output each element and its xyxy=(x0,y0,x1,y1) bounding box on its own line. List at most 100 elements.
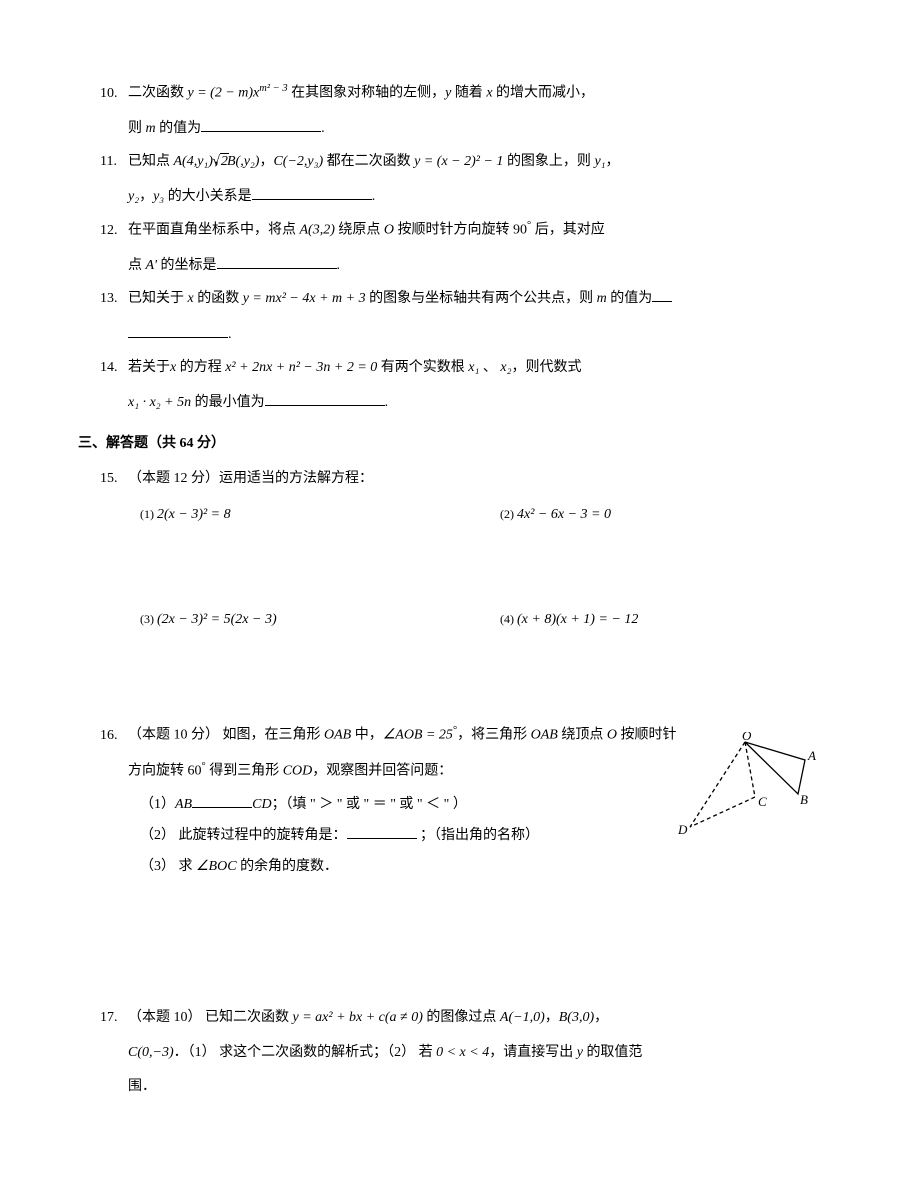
label-C: C xyxy=(758,794,767,809)
q16-p1-a: （1） xyxy=(140,797,175,812)
triangle-oab xyxy=(745,742,805,794)
q11-text-d: 的大小关系是 xyxy=(164,189,252,204)
q15-row2: (3) (2x − 3)² = 5(2x − 3) (4) (x + 8)(x … xyxy=(100,607,860,632)
q11-text-a: 已知点 xyxy=(128,154,174,169)
q13-text-a: 已知关于 xyxy=(128,291,188,306)
q13-m: m xyxy=(597,291,607,306)
q12-line2: 点 A' 的坐标是. xyxy=(100,253,860,278)
q12-number: 12. xyxy=(100,218,128,243)
q11-y1: y₁ xyxy=(594,154,605,169)
q17-line3-text: 围． xyxy=(128,1079,156,1094)
q15-text: （本题 12 分）运用适当的方法解方程： xyxy=(128,471,373,486)
page: 10.二次函数 y = (2 − m)xm² − 3 在其图象对称轴的左侧，y … xyxy=(0,0,920,1191)
gap xyxy=(100,885,860,965)
q15-eq2-label: (2) xyxy=(500,507,517,521)
line-od xyxy=(690,742,745,827)
q16-line2-a: 方向旋转 xyxy=(128,763,188,778)
q17-line2: C(0,−3)．（1） 求这个二次函数的解析式；（2） 若 0 < x < 4，… xyxy=(100,1040,860,1065)
q12-line2-a: 点 xyxy=(128,258,146,273)
q14-x2: x₂ xyxy=(500,360,511,375)
q12-text-b: 绕原点 xyxy=(335,223,384,238)
q16-60: 60 xyxy=(188,763,202,778)
q10-exponent: m² − 3 xyxy=(259,83,287,94)
q16-line2-b: 得到三角形 xyxy=(206,763,283,778)
q11-number: 11. xyxy=(100,149,128,174)
q16-number: 16. xyxy=(100,723,128,748)
question-14: 14.若关于x 的方程 x² + 2nx + n² − 3n + 2 = 0 有… xyxy=(100,355,860,380)
q10-text-a: 二次函数 xyxy=(128,86,188,101)
question-12: 12.在平面直角坐标系中，将点 A(3,2) 绕原点 O 按顺时针方向旋转 90… xyxy=(100,217,860,243)
question-17: 17.（本题 10） 已知二次函数 y = ax² + bx + c(a ≠ 0… xyxy=(100,1005,860,1030)
q16-COD: COD xyxy=(283,763,313,778)
q11-pA: A(4,y₁) xyxy=(174,154,213,169)
q13-text-d: 的值为 xyxy=(607,291,653,306)
q15-eq3-label: (3) xyxy=(140,612,157,626)
q16-AB: AB xyxy=(175,797,192,812)
q16-text-a: （本题 10 分） 如图，在三角形 xyxy=(128,728,324,743)
label-A: A xyxy=(807,748,816,763)
q13-number: 13. xyxy=(100,286,128,311)
q11-func: y = (x − 2)² − 1 xyxy=(414,154,503,169)
q16-p1-blank xyxy=(192,793,252,808)
q16-text-d: 绕顶点 xyxy=(558,728,607,743)
q11-pB-pre: B( xyxy=(227,154,240,169)
q11-y3: y₃ xyxy=(153,189,164,204)
question-15: 15.（本题 12 分）运用适当的方法解方程： xyxy=(100,466,860,491)
q10-period: . xyxy=(321,121,325,136)
q14-text-d: ，则代数式 xyxy=(511,360,581,375)
q17-func: y = ax² + bx + c(a ≠ 0) xyxy=(293,1010,423,1025)
q13-line2: . xyxy=(100,322,860,347)
q15-eq3: (3) (2x − 3)² = 5(2x − 3) xyxy=(140,607,500,632)
q13-period: . xyxy=(228,327,232,342)
q12-blank xyxy=(217,254,337,269)
q15-number: 15. xyxy=(100,466,128,491)
q16-diagram: O A B C D xyxy=(650,732,820,842)
q17-A: A(−1,0) xyxy=(500,1010,545,1025)
q15-eq2: (2) 4x² − 6x − 3 = 0 xyxy=(500,502,860,527)
q17-number: 17. xyxy=(100,1005,128,1030)
q12-period: . xyxy=(337,258,341,273)
q10-expr: y = (2 − m)x xyxy=(188,86,260,101)
q12-O: O xyxy=(384,223,394,238)
q12-line2-b: 的坐标是 xyxy=(157,258,217,273)
q10-line2-b: 的值为 xyxy=(156,121,202,136)
q14-text-c: 有两个实数根 xyxy=(377,360,468,375)
q17-text-a: （本题 10） 已知二次函数 xyxy=(128,1010,293,1025)
q14-line2: x₁ · x₂ + 5n 的最小值为. xyxy=(100,390,860,415)
q16-OAB2: OAB xyxy=(531,728,558,743)
q16-p3-a: （3） 求 xyxy=(140,859,196,874)
q17-range: 0 < x < 4 xyxy=(436,1045,489,1060)
q13-blank xyxy=(128,323,228,338)
q14-number: 14. xyxy=(100,355,128,380)
q15-eq1: (1) 2(x − 3)² = 8 xyxy=(140,502,500,527)
q14-x1: x₁ xyxy=(468,360,479,375)
q16-p2-a: （2） 此旋转过程中的旋转角是： xyxy=(140,828,347,843)
question-10: 10.二次函数 y = (2 − m)xm² − 3 在其图象对称轴的左侧，y … xyxy=(100,80,860,106)
q12-pA: A(3,2) xyxy=(300,223,335,238)
q10-m: m xyxy=(146,121,156,136)
q11-period: . xyxy=(372,189,376,204)
q17-C: C(0,−3) xyxy=(128,1045,174,1060)
q16-p2-blank xyxy=(347,824,417,839)
q16-p3-b: 的余角的度数． xyxy=(237,859,339,874)
q11-blank xyxy=(252,185,372,200)
q12-angle: 90 xyxy=(513,223,527,238)
q11-y2: y₂ xyxy=(128,189,139,204)
question-11: 11.已知点 A(4,y₁)，B(2,y₂)，C(−2,y₃) 都在二次函数 y… xyxy=(100,149,860,174)
q11-text-c: 的图象上，则 xyxy=(503,154,594,169)
q11-sep3: ， xyxy=(139,189,153,204)
q15-eq1-expr: 2(x − 3)² = 8 xyxy=(157,507,231,522)
q16-BOC: ∠BOC xyxy=(196,859,237,874)
q10-line2-a: 则 xyxy=(128,121,146,136)
q16-OAB: OAB xyxy=(324,728,351,743)
q14-expr2: x₁ · x₂ + 5n xyxy=(128,395,191,410)
q15-row1: (1) 2(x − 3)² = 8 (2) 4x² − 6x − 3 = 0 xyxy=(100,502,860,527)
q11-pB-post: ,y₂) xyxy=(240,154,259,169)
question-13: 13.已知关于 x 的函数 y = mx² − 4x + m + 3 的图象与坐… xyxy=(100,286,860,311)
gap2 xyxy=(100,965,860,1005)
q16-text-b: 中， xyxy=(351,728,383,743)
q17-text-b: 的图像过点 xyxy=(423,1010,500,1025)
q17-text-d: ，请直接写出 xyxy=(489,1045,577,1060)
q10-blank xyxy=(201,117,321,132)
section-3-title: 三、解答题（共 64 分） xyxy=(78,431,860,456)
